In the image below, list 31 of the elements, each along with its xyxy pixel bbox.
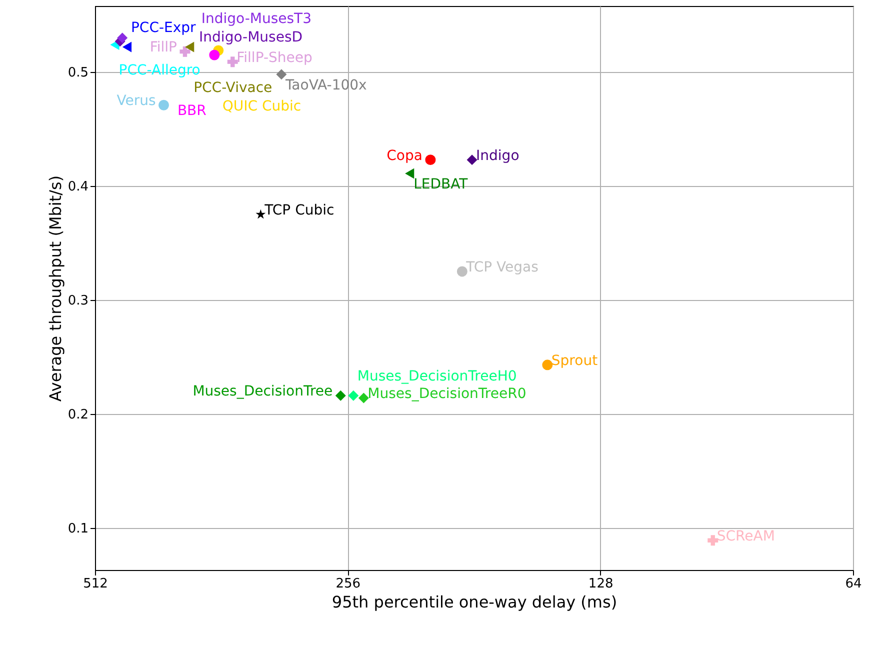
series-label: FillP-Sheep (236, 50, 312, 66)
x-axis-title: 95th percentile one-way delay (ms) (332, 592, 618, 612)
series-label: TCP Vegas (465, 259, 538, 276)
series-label: TCP Cubic (264, 202, 334, 219)
series-label: PCC-Allegro (118, 62, 200, 79)
series-label: Muses_DecisionTreeH0 (357, 368, 517, 385)
x-tick-label: 64 (845, 576, 862, 592)
x-tick-label: 128 (588, 576, 614, 592)
text: Indigo-MusesT3 (201, 10, 312, 27)
series-label: LEDBAT (414, 176, 468, 192)
y-tick-label: 0.5 (68, 66, 88, 81)
y-tick-label: 0.4 (68, 180, 88, 195)
text: BBR (177, 102, 207, 119)
x-tick-label: 512 (83, 576, 108, 592)
y-tick-label: 0.3 (68, 293, 88, 308)
y-tick-label: 0.2 (68, 407, 88, 422)
text: Indigo-MusesD (199, 29, 303, 46)
series-label: PCC-Expr (130, 20, 196, 36)
series-label: Indigo (476, 148, 520, 164)
series-label: Muses_DecisionTreeR0 (368, 386, 526, 402)
series-label: PCC-Vivace (194, 80, 272, 96)
series-label: Muses_DecisionTree (192, 384, 333, 400)
series-label: FillP (150, 40, 177, 56)
text: QUIC Cubic (222, 98, 302, 114)
series-label: Verus (116, 93, 156, 110)
y-tick-label: 0.1 (68, 521, 88, 536)
x-tick-label: 256 (336, 576, 361, 592)
series-label: Sprout (551, 352, 598, 369)
series-label: SCReAM (716, 528, 775, 544)
y-axis-title: Average throughput (Mbit/s) (46, 175, 65, 402)
series-label: Copa (386, 148, 422, 164)
